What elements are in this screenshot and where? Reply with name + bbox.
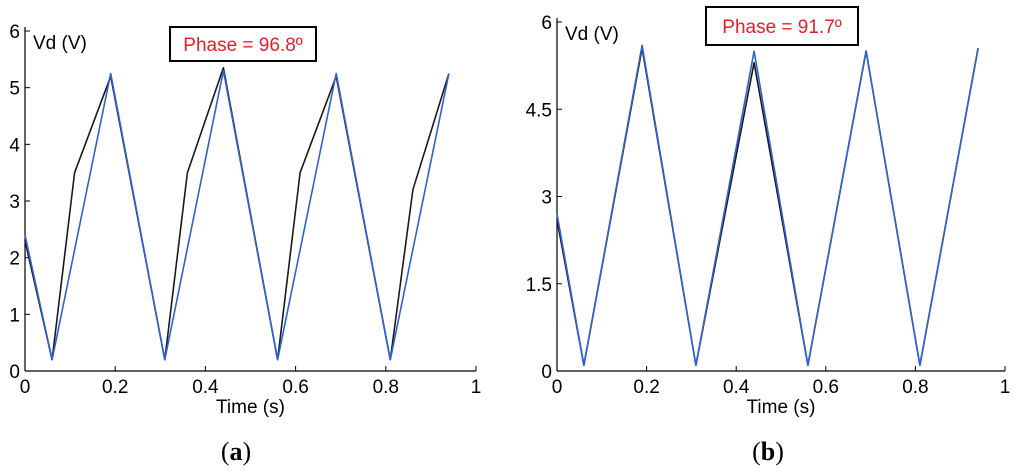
panel-b-x-tick-label: 0 bbox=[552, 377, 563, 398]
panel-a-y-tick-label: 4 bbox=[9, 135, 20, 156]
panel-b-label: (b) bbox=[752, 437, 784, 466]
panel-b-x-axis-label: Time (s) bbox=[747, 397, 816, 418]
panel-a-series-line-2 bbox=[24, 69, 450, 361]
panel-b-phase-annotation: Phase = 91.7º bbox=[722, 17, 842, 38]
panel-a-y-axis-label: Vd (V) bbox=[33, 33, 87, 54]
panel-a-phase-annotation-box bbox=[169, 26, 317, 62]
panel-a-y-tick-label: 5 bbox=[9, 79, 20, 100]
panel-b-y-tick-label: 1.5 bbox=[526, 275, 552, 296]
panel-a-x-axis-label: Time (s) bbox=[216, 397, 285, 418]
panel-a-y-tick-label: 2 bbox=[9, 249, 20, 270]
panel-b-y-tick-label: 4.5 bbox=[526, 100, 552, 121]
panel-a-y-tick-label: 6 bbox=[9, 22, 20, 43]
panel-a-x-tick-label: 0.4 bbox=[192, 377, 219, 398]
panel-b-y-tick-label: 0 bbox=[541, 362, 552, 383]
panel-b-phase-annotation-box bbox=[705, 6, 859, 46]
panel-a-y-tick-label: 0 bbox=[9, 362, 20, 383]
panel-b-series-line-2 bbox=[556, 44, 979, 367]
panel-b-x-tick-label: 0.2 bbox=[633, 377, 659, 398]
panel-a-y-tick-label: 3 bbox=[9, 192, 20, 213]
panel-a-x-tick-label: 0.2 bbox=[102, 377, 128, 398]
panel-b-x-tick-label: 0.4 bbox=[723, 377, 750, 398]
panel-a-x-tick-label: 0.8 bbox=[373, 377, 399, 398]
panel-b-y-tick-label: 3 bbox=[541, 188, 552, 209]
panel-a-x-tick-label: 0.6 bbox=[282, 377, 308, 398]
panel-b-x-tick-label: 0.8 bbox=[902, 377, 928, 398]
panel-a-series-line-1 bbox=[24, 67, 450, 361]
panel-b-x-tick-label: 0.6 bbox=[813, 377, 839, 398]
panel-a-x-tick-label: 0 bbox=[20, 377, 31, 398]
panel-b-series-line-1 bbox=[556, 47, 979, 367]
panel-b-x-tick-label: 1 bbox=[1000, 377, 1011, 398]
panel-b-y-tick-label: 6 bbox=[541, 13, 552, 34]
panel-a-x-tick-label: 1 bbox=[471, 377, 482, 398]
panel-a-label: (a) bbox=[221, 437, 251, 466]
panel-a-phase-annotation: Phase = 96.8º bbox=[183, 35, 303, 56]
panel-a-y-tick-label: 1 bbox=[9, 305, 20, 326]
panel-b-y-axis-label: Vd (V) bbox=[565, 24, 619, 45]
